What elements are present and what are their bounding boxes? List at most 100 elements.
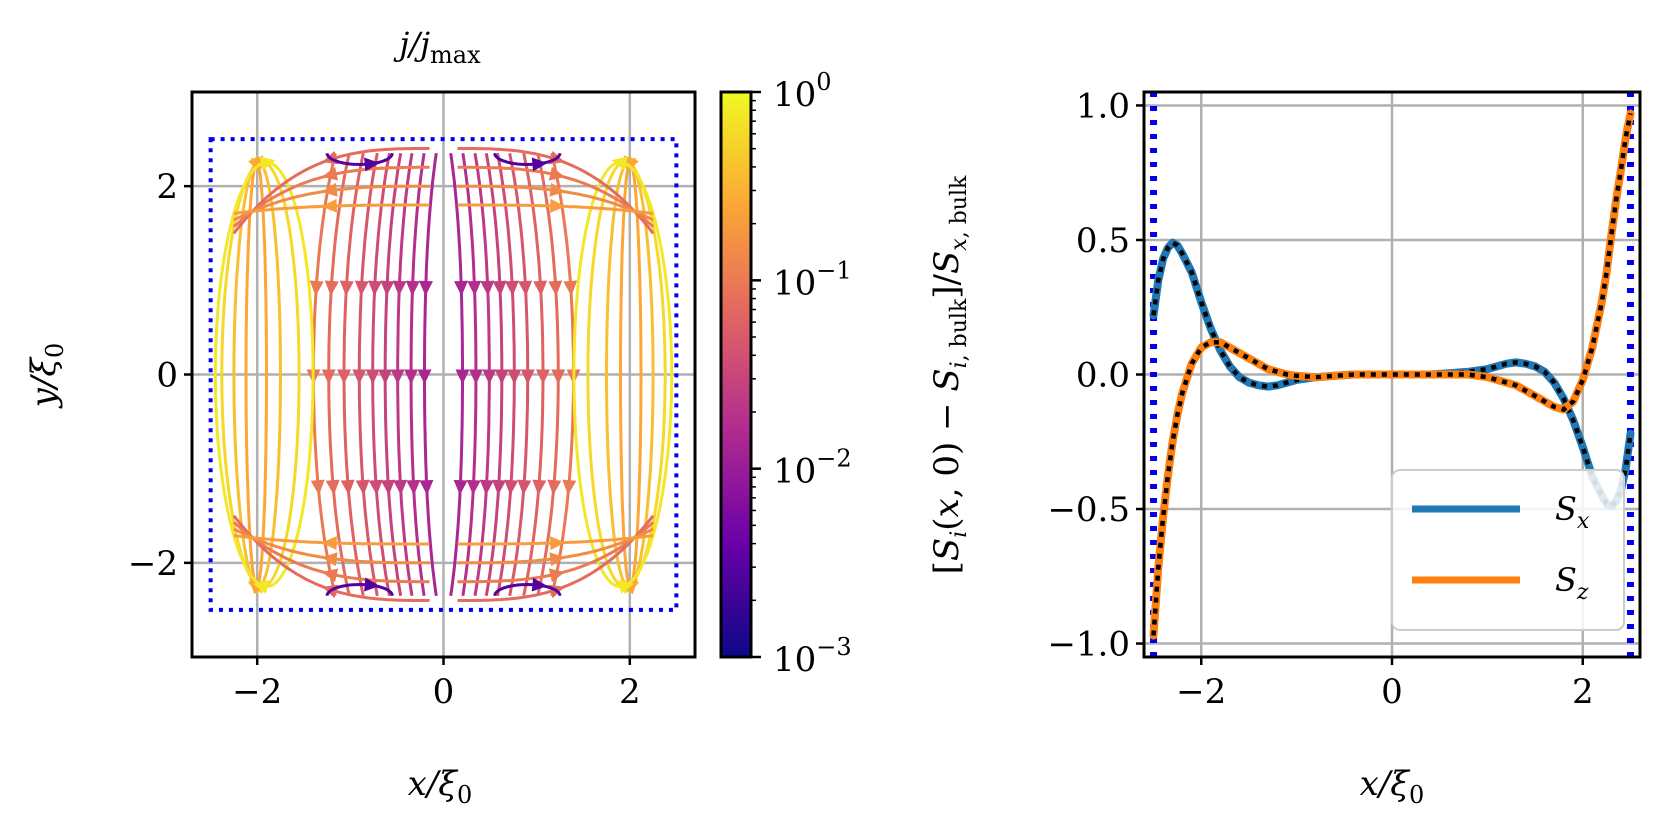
stream-arrow (354, 280, 369, 296)
stream-arrow (368, 280, 383, 296)
stream-arrow (380, 280, 395, 296)
legend-box (1391, 469, 1625, 631)
stream-arrow (549, 552, 566, 567)
streamline (213, 160, 315, 589)
y-tick-label: 0.5 (1076, 221, 1130, 261)
left-grid (192, 92, 695, 657)
stream-arrow (492, 479, 507, 496)
line-series (1149, 92, 1635, 657)
stream-arrow (355, 479, 370, 496)
stream-arrow (321, 369, 336, 385)
stream-arrow (321, 198, 337, 213)
stream-arrow (618, 580, 635, 594)
stream-arrow (364, 577, 380, 592)
left-xlabel: x/ξ0 (408, 764, 473, 809)
right-ylabel: [Si(x, 0) − Si, bulk]/Sx, bulk (927, 175, 972, 574)
y-tick-label: 0.0 (1076, 356, 1130, 396)
stream-arrow (550, 198, 566, 213)
colorbar-ticks: 100 10−1 10−2 10−3 (751, 68, 852, 680)
stream-arrow (324, 280, 339, 296)
stream-arrow (321, 568, 339, 583)
stream-arrow (494, 369, 509, 385)
stream-arrow (533, 280, 548, 296)
colorbar-tick-label: 100 (773, 68, 832, 115)
stream-arrow (466, 479, 481, 496)
left-ylabel: y/ξ0 (24, 343, 69, 410)
stream-arrow (309, 280, 324, 296)
y-tick-label: −0.5 (1047, 490, 1130, 530)
stream-arrow (380, 479, 395, 496)
stream-arrow (404, 369, 419, 385)
colorbar: 100 10−1 10−2 10−3 (719, 68, 852, 680)
stream-arrow (337, 369, 352, 385)
stream-arrow (365, 369, 380, 385)
colorbar-tick-label: 10−1 (773, 256, 852, 303)
stream-arrow (455, 369, 470, 385)
stream-arrow (492, 280, 507, 296)
stream-arrow (531, 577, 548, 592)
stream-arrow (418, 280, 433, 296)
legend-label-sx: Sx (1555, 490, 1590, 534)
stream-arrow (549, 182, 566, 197)
stream-arrow (517, 479, 532, 496)
stream-arrow (248, 155, 264, 171)
stream-arrow (548, 166, 566, 181)
stream-arrow (551, 369, 566, 385)
streamline (572, 160, 674, 589)
right-ticks: −2 0 2 −1.0 −0.5 0.0 0.5 1.0 (1047, 86, 1593, 712)
stream-arrow (310, 479, 325, 496)
colorbar-title: j/jmax (393, 25, 481, 69)
y-tick-label: −1.0 (1047, 625, 1130, 665)
stream-arrow (392, 280, 407, 296)
stream-arrow (518, 280, 533, 296)
stream-arrow (482, 369, 497, 385)
series-overlay-sx (1151, 239, 1633, 510)
stream-arrow (504, 280, 519, 296)
x-tick-label: −2 (1176, 672, 1226, 712)
stream-arrow (364, 157, 380, 172)
streamline (619, 160, 643, 589)
line-panel: −2 0 2 −1.0 −0.5 0.0 0.5 1.0 x/ξ0 [Si(x, 0) − S… (927, 86, 1642, 809)
x-tick-label: 2 (1572, 672, 1594, 712)
stream-arrow (321, 552, 338, 567)
stream-arrow (550, 536, 566, 551)
stream-arrow (454, 280, 469, 296)
stream-arrow (352, 369, 367, 385)
y-tick-label: 2 (156, 167, 178, 207)
stream-arrow (532, 479, 547, 496)
stream-arrow (390, 369, 405, 385)
y-tick-label: 0 (156, 356, 178, 396)
stream-arrow (378, 369, 393, 385)
colorbar-tick-label: 10−3 (773, 633, 852, 680)
x-tick-label: 0 (1381, 672, 1403, 712)
stream-arrow (419, 479, 434, 496)
streamplot-panel: −2 0 2 −2 0 2 j/jmax x/ξ0 y/ξ0 (24, 25, 697, 809)
left-ticks: −2 0 2 −2 0 2 (128, 167, 641, 712)
streamline (604, 160, 655, 589)
streamline (244, 160, 268, 589)
stream-arrow (468, 369, 483, 385)
stream-arrow (406, 479, 421, 496)
stream-arrow (340, 479, 355, 496)
stream-arrow (535, 369, 550, 385)
streamline (493, 582, 562, 597)
streamline (325, 582, 394, 597)
colorbar-gradient (719, 90, 753, 659)
stream-arrow (480, 280, 495, 296)
stream-arrow (339, 280, 354, 296)
stream-arrow (321, 182, 338, 197)
boundary-box (208, 137, 679, 612)
stream-arrow (393, 479, 408, 496)
stream-arrow (259, 156, 276, 171)
stream-arrow (563, 280, 578, 296)
streamline (232, 160, 283, 589)
stream-arrow (548, 280, 563, 296)
x-tick-label: 2 (619, 672, 641, 712)
streamlines (213, 147, 674, 602)
stream-arrow (321, 536, 337, 551)
stream-arrow (520, 369, 535, 385)
stream-arrow (325, 479, 340, 496)
stream-arrow (453, 479, 468, 496)
series-overlay-sz (1151, 113, 1633, 636)
